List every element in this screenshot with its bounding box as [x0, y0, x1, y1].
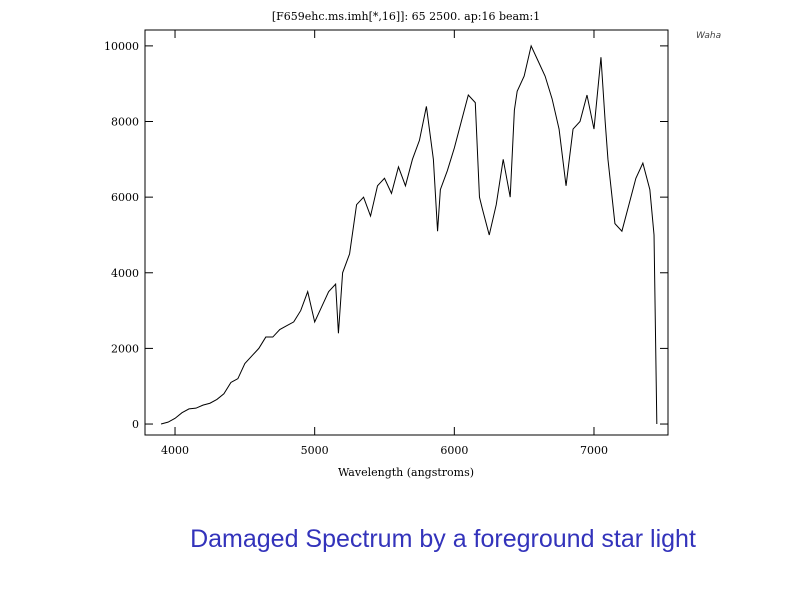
y-tick-label: 8000 [111, 116, 139, 129]
y-tick-label: 6000 [111, 191, 139, 204]
y-tick-label: 2000 [111, 342, 139, 355]
plot-frame [144, 29, 669, 436]
x-tick-label: 7000 [580, 444, 608, 457]
x-tick-label: 5000 [301, 444, 329, 457]
x-tick-label: 4000 [161, 444, 189, 457]
x-tick-label: 6000 [440, 444, 468, 457]
annotation: Waha [696, 31, 721, 41]
y-tick-label: 0 [132, 418, 139, 431]
y-tick-label: 10000 [104, 40, 139, 53]
x-axis-label: Wavelength (angstroms) [338, 466, 474, 479]
chart-title: [F659ehc.ms.imh[*,16]]: 65 2500. ap:16 b… [272, 10, 540, 23]
y-tick-label: 4000 [111, 267, 139, 280]
spectrum-line [160, 44, 658, 425]
caption: Damaged Spectrum by a foreground star li… [190, 525, 696, 553]
